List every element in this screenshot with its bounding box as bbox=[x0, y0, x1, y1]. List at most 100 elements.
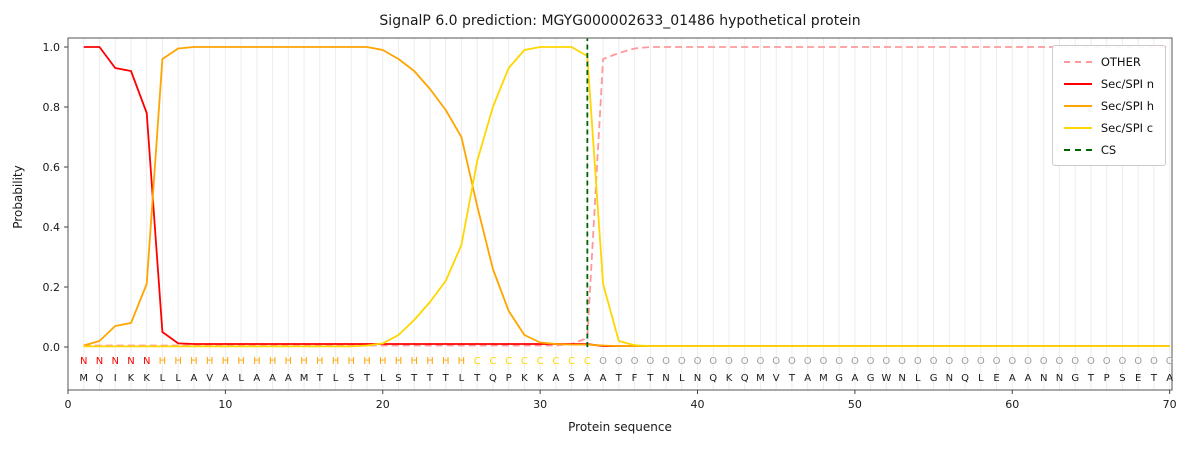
svg-text:O: O bbox=[898, 356, 906, 367]
svg-text:A: A bbox=[269, 373, 276, 384]
svg-text:A: A bbox=[600, 373, 607, 384]
svg-text:P: P bbox=[506, 373, 512, 384]
svg-text:N: N bbox=[694, 373, 701, 384]
svg-text:G: G bbox=[867, 373, 875, 384]
svg-text:70: 70 bbox=[1163, 398, 1177, 411]
svg-text:H: H bbox=[458, 356, 466, 367]
svg-text:K: K bbox=[143, 373, 150, 384]
svg-text:N: N bbox=[111, 356, 118, 367]
svg-text:H: H bbox=[206, 356, 214, 367]
series-lines bbox=[83, 46, 1170, 348]
svg-text:O: O bbox=[993, 356, 1001, 367]
svg-text:O: O bbox=[662, 356, 670, 367]
svg-text:O: O bbox=[772, 356, 780, 367]
svg-text:O: O bbox=[867, 356, 875, 367]
svg-text:O: O bbox=[615, 356, 623, 367]
svg-text:O: O bbox=[851, 356, 859, 367]
svg-text:T: T bbox=[316, 373, 324, 384]
svg-text:O: O bbox=[1008, 356, 1016, 367]
svg-text:C: C bbox=[521, 356, 528, 367]
svg-text:H: H bbox=[442, 356, 450, 367]
svg-text:L: L bbox=[978, 373, 984, 384]
svg-text:G: G bbox=[835, 373, 843, 384]
svg-text:O: O bbox=[1166, 356, 1174, 367]
svg-text:A: A bbox=[253, 373, 260, 384]
svg-text:O: O bbox=[709, 356, 717, 367]
svg-text:L: L bbox=[333, 373, 339, 384]
legend-label: Sec/SPI c bbox=[1100, 120, 1154, 135]
svg-text:T: T bbox=[646, 373, 654, 384]
svg-text:T: T bbox=[473, 373, 481, 384]
svg-text:K: K bbox=[128, 373, 135, 384]
svg-text:50: 50 bbox=[848, 398, 862, 411]
svg-text:O: O bbox=[882, 356, 890, 367]
svg-text:G: G bbox=[1071, 373, 1079, 384]
legend-label: CS bbox=[1100, 142, 1117, 157]
series-line-other bbox=[83, 46, 1170, 347]
svg-text:M: M bbox=[79, 373, 88, 384]
svg-text:0.0: 0.0 bbox=[43, 341, 61, 354]
svg-text:O: O bbox=[1150, 356, 1158, 367]
svg-text:L: L bbox=[380, 373, 386, 384]
svg-text:H: H bbox=[348, 356, 356, 367]
svg-text:Q: Q bbox=[96, 373, 104, 384]
svg-text:S: S bbox=[395, 373, 401, 384]
svg-text:I: I bbox=[114, 373, 117, 384]
legend-line-cs bbox=[1063, 148, 1092, 151]
svg-text:N: N bbox=[143, 356, 150, 367]
svg-text:N: N bbox=[1056, 373, 1063, 384]
svg-text:0.2: 0.2 bbox=[43, 281, 61, 294]
svg-text:C: C bbox=[489, 356, 496, 367]
svg-text:O: O bbox=[1103, 356, 1111, 367]
svg-text:H: H bbox=[379, 356, 387, 367]
svg-text:M: M bbox=[756, 373, 765, 384]
svg-text:O: O bbox=[1056, 356, 1064, 367]
legend-item-other: OTHER bbox=[1063, 54, 1154, 69]
svg-text:O: O bbox=[819, 356, 827, 367]
svg-text:0.6: 0.6 bbox=[43, 161, 61, 174]
svg-text:W: W bbox=[881, 373, 891, 384]
svg-text:H: H bbox=[363, 356, 371, 367]
svg-text:N: N bbox=[80, 356, 87, 367]
svg-text:F: F bbox=[632, 373, 638, 384]
svg-text:L: L bbox=[238, 373, 244, 384]
svg-text:A: A bbox=[851, 373, 858, 384]
svg-text:Q: Q bbox=[709, 373, 717, 384]
svg-text:30: 30 bbox=[533, 398, 547, 411]
svg-text:O: O bbox=[725, 356, 733, 367]
legend-item-cs: CS bbox=[1063, 142, 1154, 157]
svg-text:M: M bbox=[819, 373, 828, 384]
svg-text:C: C bbox=[584, 356, 591, 367]
svg-text:20: 20 bbox=[376, 398, 390, 411]
y-axis: 0.0 0.2 0.4 0.6 0.8 1.0 bbox=[43, 41, 68, 354]
svg-text:H: H bbox=[285, 356, 293, 367]
svg-text:C: C bbox=[474, 356, 481, 367]
svg-text:A: A bbox=[804, 373, 811, 384]
svg-text:H: H bbox=[253, 356, 261, 367]
svg-text:E: E bbox=[1135, 373, 1141, 384]
svg-text:H: H bbox=[332, 356, 340, 367]
svg-text:O: O bbox=[961, 356, 969, 367]
svg-text:A: A bbox=[584, 373, 591, 384]
svg-text:N: N bbox=[127, 356, 134, 367]
svg-text:H: H bbox=[300, 356, 308, 367]
svg-text:H: H bbox=[159, 356, 167, 367]
svg-text:T: T bbox=[1150, 373, 1158, 384]
x-axis-label: Protein sequence bbox=[568, 420, 672, 434]
svg-text:E: E bbox=[993, 373, 999, 384]
svg-text:O: O bbox=[694, 356, 702, 367]
svg-text:H: H bbox=[426, 356, 434, 367]
svg-text:H: H bbox=[269, 356, 277, 367]
legend-label: Sec/SPI n bbox=[1100, 76, 1154, 91]
svg-text:O: O bbox=[804, 356, 812, 367]
x-axis: 0 10 20 30 40 50 60 70 bbox=[65, 390, 1177, 411]
svg-text:S: S bbox=[1119, 373, 1125, 384]
svg-text:N: N bbox=[946, 373, 953, 384]
svg-text:O: O bbox=[1040, 356, 1048, 367]
svg-text:L: L bbox=[160, 373, 166, 384]
svg-text:N: N bbox=[96, 356, 103, 367]
legend: OTHER Sec/SPI n Sec/SPI h Sec/SPI c CS bbox=[1051, 45, 1166, 166]
